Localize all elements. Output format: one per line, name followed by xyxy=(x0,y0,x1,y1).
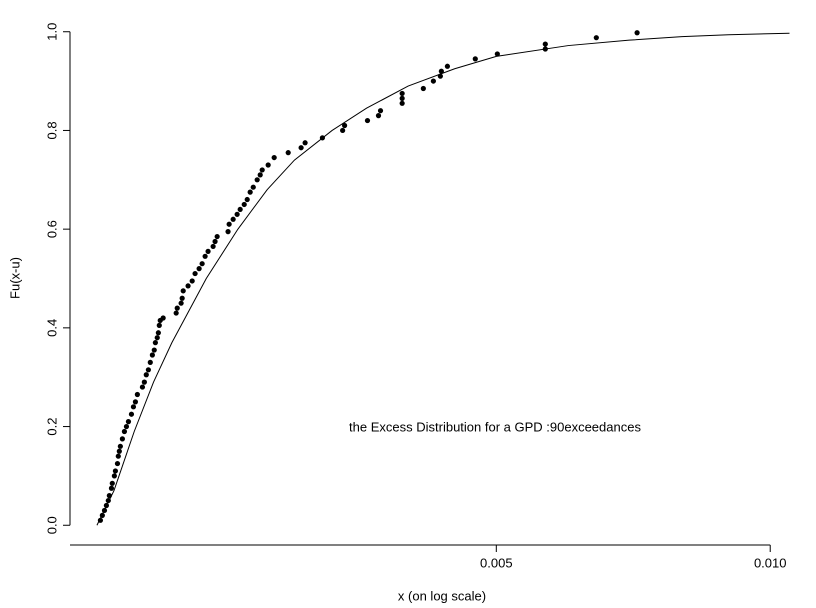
point xyxy=(139,384,146,390)
point xyxy=(210,243,216,250)
point xyxy=(420,85,426,92)
point xyxy=(111,473,117,479)
y-tick-label: 0.2 xyxy=(44,418,59,436)
point xyxy=(285,150,291,156)
point xyxy=(199,261,205,267)
point xyxy=(340,127,346,134)
annotation: the Excess Distribution for a GPD :90exc… xyxy=(349,419,641,434)
point xyxy=(226,221,232,227)
point xyxy=(178,300,184,306)
point xyxy=(259,167,265,173)
point xyxy=(179,295,185,301)
point xyxy=(302,140,308,146)
point xyxy=(134,391,140,398)
point xyxy=(247,189,253,195)
point xyxy=(472,56,478,62)
point xyxy=(225,229,231,235)
point xyxy=(257,172,263,178)
point xyxy=(237,206,243,213)
point xyxy=(141,379,147,385)
point xyxy=(132,399,139,405)
point xyxy=(114,460,121,467)
point xyxy=(494,51,500,57)
x-tick-label: 0.010 xyxy=(754,555,787,570)
point xyxy=(364,117,371,124)
point xyxy=(205,248,211,254)
point xyxy=(234,211,240,217)
point xyxy=(593,35,599,41)
point xyxy=(430,78,436,84)
point xyxy=(173,310,179,316)
point xyxy=(152,340,158,346)
point xyxy=(180,288,186,294)
y-tick-label: 0.6 xyxy=(44,220,59,238)
point xyxy=(123,423,130,430)
point xyxy=(115,453,121,459)
point xyxy=(189,278,195,284)
fit-curve xyxy=(96,32,790,526)
point xyxy=(298,145,304,151)
point xyxy=(399,100,405,106)
point xyxy=(202,253,208,259)
point xyxy=(145,367,151,373)
point xyxy=(119,436,125,442)
point xyxy=(116,448,122,454)
point xyxy=(185,283,191,289)
point xyxy=(109,480,115,486)
point xyxy=(154,335,160,341)
point xyxy=(244,196,250,203)
point xyxy=(174,305,180,311)
point xyxy=(254,177,260,183)
point xyxy=(271,154,277,161)
point xyxy=(108,485,115,491)
y-tick-label: 0.8 xyxy=(44,121,59,139)
y-tick-label: 0.0 xyxy=(44,516,59,534)
point xyxy=(241,201,247,208)
point xyxy=(121,428,128,435)
point xyxy=(438,68,444,74)
point xyxy=(128,411,135,417)
point xyxy=(377,108,384,114)
point xyxy=(156,322,162,328)
y-tick-label: 1.0 xyxy=(44,23,59,41)
point xyxy=(151,347,157,353)
point xyxy=(230,216,236,222)
point xyxy=(147,359,153,365)
point xyxy=(214,233,220,240)
point xyxy=(112,468,119,474)
point xyxy=(542,41,548,47)
point xyxy=(143,372,149,378)
point xyxy=(155,330,161,336)
y-tick-label: 0.4 xyxy=(44,319,59,337)
point xyxy=(149,352,155,358)
point xyxy=(444,63,451,69)
point xyxy=(399,90,405,97)
x-tick-label: 0.005 xyxy=(480,555,513,570)
point xyxy=(117,443,123,449)
point xyxy=(375,113,382,119)
point xyxy=(192,270,198,277)
point xyxy=(212,238,218,245)
point xyxy=(125,419,132,425)
point xyxy=(265,162,271,168)
point xyxy=(634,30,640,36)
x-axis-label: x (on log scale) xyxy=(398,588,486,603)
point xyxy=(342,122,348,129)
point xyxy=(250,184,256,190)
point xyxy=(399,95,405,101)
point xyxy=(130,404,137,410)
y-axis-label: Fu(x-u) xyxy=(7,257,22,299)
point xyxy=(196,266,202,272)
point xyxy=(160,315,166,321)
